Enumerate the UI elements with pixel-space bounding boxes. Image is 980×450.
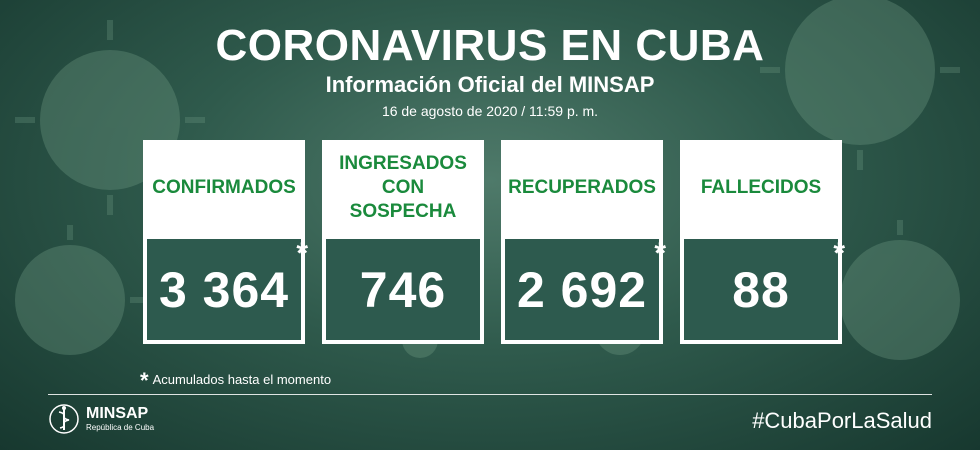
card-ingresados-con-sospecha: INGRESADOS CON SOSPECHA 746 bbox=[322, 140, 484, 344]
hashtag: #CubaPorLaSalud bbox=[752, 408, 932, 433]
minsap-emblem-icon bbox=[49, 404, 79, 434]
asterisk-icon: * bbox=[140, 368, 149, 393]
card-label: FALLECIDOS bbox=[680, 140, 842, 235]
asterisk-icon: * bbox=[654, 237, 666, 270]
card-confirmados: CONFIRMADOS 3 364 * bbox=[143, 140, 308, 344]
card-value: 3 364 bbox=[158, 261, 290, 318]
card-value-frame: 3 364 * bbox=[143, 235, 308, 344]
logo-name: MINSAP bbox=[86, 405, 149, 422]
card-value-box: 746 bbox=[326, 239, 480, 340]
footnote: * Acumulados hasta el momento bbox=[140, 366, 332, 393]
page-subtitle: Información Oficial del MINSAP bbox=[325, 72, 655, 97]
card-value-frame: 746 bbox=[322, 235, 484, 344]
card-value: 2 692 bbox=[516, 261, 648, 318]
asterisk-icon: * bbox=[833, 237, 845, 270]
card-value-box: 3 364 * bbox=[147, 237, 308, 340]
asterisk-icon: * bbox=[296, 237, 308, 270]
card-value-frame: 88 * bbox=[680, 235, 845, 344]
card-value: 746 bbox=[359, 261, 447, 318]
card-value: 88 bbox=[732, 261, 790, 318]
card-label: RECUPERADOS bbox=[501, 140, 663, 235]
card-label: CONFIRMADOS bbox=[143, 140, 305, 235]
card-recuperados: RECUPERADOS 2 692 * bbox=[501, 140, 666, 344]
logo-subtitle: República de Cuba bbox=[86, 423, 155, 432]
report-date: 16 de agosto de 2020 / 11:59 p. m. bbox=[381, 103, 599, 119]
card-value-box: 2 692 * bbox=[505, 237, 666, 340]
page-title: CORONAVIRUS EN CUBA bbox=[215, 21, 765, 70]
footer-divider bbox=[48, 394, 932, 395]
footnote-text: Acumulados hasta el momento bbox=[152, 371, 332, 387]
minsap-logo: MINSAP República de Cuba bbox=[48, 402, 154, 436]
card-fallecidos: FALLECIDOS 88 * bbox=[680, 140, 845, 344]
card-label: INGRESADOS CON SOSPECHA bbox=[322, 140, 484, 235]
header: CORONAVIRUS EN CUBA Información Oficial … bbox=[0, 22, 980, 120]
card-value-box: 88 * bbox=[684, 237, 845, 340]
card-value-frame: 2 692 * bbox=[501, 235, 666, 344]
